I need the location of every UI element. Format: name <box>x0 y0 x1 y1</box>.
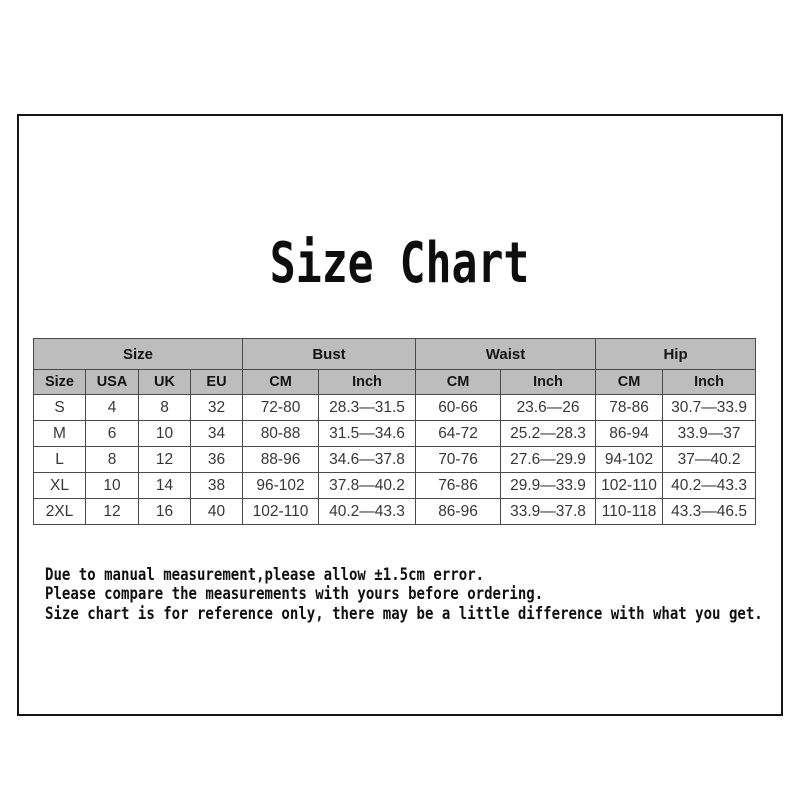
cell-waist-inch: 33.9—37.8 <box>500 498 597 525</box>
column-header-eu: EU <box>189 369 244 395</box>
note-compare-measurements: Please compare the measurements with you… <box>45 584 544 604</box>
cell-eu: 34 <box>189 420 244 447</box>
cell-hip-cm: 94-102 <box>595 446 664 473</box>
cell-waist-inch: 25.2—28.3 <box>500 420 597 447</box>
cell-hip-cm: 102-110 <box>595 472 664 499</box>
column-header-waist-inch: Inch <box>500 369 597 395</box>
cell-usa: 8 <box>85 446 139 473</box>
cell-bust-inch: 34.6—37.8 <box>318 446 417 473</box>
note-reference-only: Size chart is for reference only, there … <box>45 603 763 623</box>
cell-bust-inch: 37.8—40.2 <box>318 472 417 499</box>
cell-hip-cm: 78-86 <box>595 394 664 421</box>
table-row-l: L 8 12 36 88-96 34.6—37.8 70-76 27.6—29.… <box>33 446 757 473</box>
cell-bust-inch: 40.2—43.3 <box>318 498 417 525</box>
cell-waist-inch: 27.6—29.9 <box>500 446 597 473</box>
cell-eu: 40 <box>189 498 244 525</box>
cell-size: XL <box>33 472 86 499</box>
table-row-xl: XL 10 14 38 96-102 37.8—40.2 76-86 29.9—… <box>33 472 757 499</box>
cell-waist-inch: 29.9—33.9 <box>500 472 597 499</box>
cell-uk: 10 <box>138 420 191 447</box>
cell-usa: 4 <box>85 394 139 421</box>
table-row-s: S 4 8 32 72-80 28.3—31.5 60-66 23.6—26 7… <box>33 394 757 421</box>
cell-uk: 12 <box>138 446 191 473</box>
column-header-waist-cm: CM <box>415 369 502 395</box>
cell-hip-inch: 43.3—46.5 <box>662 498 757 525</box>
cell-uk: 16 <box>138 498 191 525</box>
cell-eu: 32 <box>189 394 244 421</box>
page-title: Size Chart <box>17 236 783 292</box>
cell-hip-inch: 33.9—37 <box>662 420 757 447</box>
cell-hip-inch: 40.2—43.3 <box>662 472 757 499</box>
cell-hip-inch: 30.7—33.9 <box>662 394 757 421</box>
group-header-hip: Hip <box>595 338 757 370</box>
cell-size: L <box>33 446 86 473</box>
column-header-hip-cm: CM <box>595 369 664 395</box>
group-header-bust: Bust <box>242 338 417 370</box>
cell-hip-inch: 37—40.2 <box>662 446 757 473</box>
page-title-text: Size Chart <box>270 231 530 296</box>
column-header-usa: USA <box>85 369 139 395</box>
column-header-size: Size <box>33 369 86 395</box>
cell-uk: 14 <box>138 472 191 499</box>
table-column-header-row: Size USA UK EU CM Inch CM Inch CM Inch <box>33 369 757 395</box>
cell-waist-inch: 23.6—26 <box>500 394 597 421</box>
cell-hip-cm: 86-94 <box>595 420 664 447</box>
cell-bust-cm: 102-110 <box>242 498 320 525</box>
cell-usa: 12 <box>85 498 139 525</box>
cell-waist-cm: 76-86 <box>415 472 502 499</box>
cell-waist-cm: 86-96 <box>415 498 502 525</box>
cell-eu: 36 <box>189 446 244 473</box>
size-chart-table: Size Bust Waist Hip Size USA UK EU CM In… <box>32 338 757 525</box>
group-header-waist: Waist <box>415 338 597 370</box>
cell-waist-cm: 64-72 <box>415 420 502 447</box>
cell-usa: 6 <box>85 420 139 447</box>
cell-bust-inch: 31.5—34.6 <box>318 420 417 447</box>
table-row-m: M 6 10 34 80-88 31.5—34.6 64-72 25.2—28.… <box>33 420 757 447</box>
cell-size: M <box>33 420 86 447</box>
group-header-size: Size <box>32 338 244 370</box>
cell-size: S <box>33 394 86 421</box>
column-header-bust-cm: CM <box>242 369 320 395</box>
cell-bust-cm: 72-80 <box>242 394 320 421</box>
column-header-bust-inch: Inch <box>318 369 417 395</box>
cell-bust-inch: 28.3—31.5 <box>318 394 417 421</box>
cell-waist-cm: 70-76 <box>415 446 502 473</box>
cell-size: 2XL <box>33 498 86 525</box>
table-row-2xl: 2XL 12 16 40 102-110 40.2—43.3 86-96 33.… <box>33 498 757 525</box>
cell-uk: 8 <box>138 394 191 421</box>
cell-eu: 38 <box>189 472 244 499</box>
cell-waist-cm: 60-66 <box>415 394 502 421</box>
cell-bust-cm: 96-102 <box>242 472 320 499</box>
column-header-hip-inch: Inch <box>662 369 757 395</box>
cell-bust-cm: 80-88 <box>242 420 320 447</box>
note-measurement-error: Due to manual measurement,please allow ±… <box>45 565 485 584</box>
cell-hip-cm: 110-118 <box>595 498 664 525</box>
disclaimer-notes: Due to manual measurement,please allow ±… <box>45 565 785 623</box>
column-header-uk: UK <box>138 369 191 395</box>
cell-bust-cm: 88-96 <box>242 446 320 473</box>
table-group-header-row: Size Bust Waist Hip <box>32 338 757 370</box>
cell-usa: 10 <box>85 472 139 499</box>
